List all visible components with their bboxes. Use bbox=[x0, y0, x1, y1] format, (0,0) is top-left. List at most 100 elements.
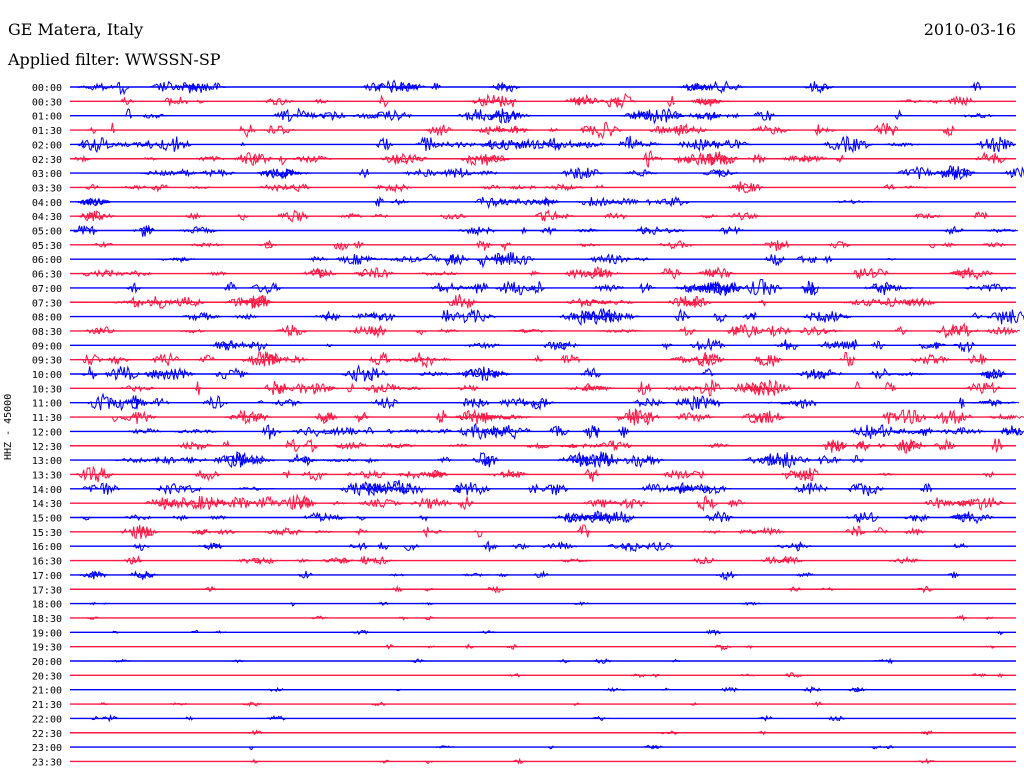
seismic-trace bbox=[81, 364, 1006, 383]
time-tick-label: 17:30 bbox=[32, 585, 62, 596]
seismic-trace bbox=[208, 338, 976, 354]
time-tick-label: 14:00 bbox=[32, 485, 62, 496]
seismic-trace bbox=[92, 239, 1008, 252]
seismic-trace bbox=[84, 181, 928, 194]
time-tick-label: 01:30 bbox=[32, 126, 62, 137]
seismic-trace bbox=[127, 422, 1024, 441]
filter-label: Applied filter: WWSSN-SP bbox=[8, 50, 221, 69]
seismic-trace bbox=[119, 92, 976, 110]
seismic-trace bbox=[124, 278, 1014, 297]
seismic-trace bbox=[144, 493, 1006, 512]
seismic-trace bbox=[86, 121, 957, 140]
time-tick-label: 12:30 bbox=[32, 442, 62, 453]
time-tick-label: 02:30 bbox=[32, 155, 62, 166]
seismic-trace bbox=[248, 729, 935, 736]
time-tick-label: 04:30 bbox=[32, 212, 62, 223]
seismic-trace bbox=[90, 713, 847, 723]
time-tick-label: 15:30 bbox=[32, 528, 62, 539]
seismic-trace bbox=[247, 744, 894, 751]
seismic-trace bbox=[83, 322, 1021, 339]
time-tick-label: 08:00 bbox=[32, 313, 62, 324]
seismic-trace bbox=[119, 524, 927, 540]
time-tick-label: 14:30 bbox=[32, 499, 62, 510]
time-tick-label: 07:30 bbox=[32, 298, 62, 309]
seismic-trace bbox=[108, 294, 937, 309]
time-tick-label: 12:00 bbox=[32, 427, 62, 438]
time-tick-label: 10:00 bbox=[32, 370, 62, 381]
seismic-trace bbox=[124, 107, 996, 125]
time-tick-label: 09:00 bbox=[32, 341, 62, 352]
time-tick-label: 03:30 bbox=[32, 183, 62, 194]
seismic-trace bbox=[250, 757, 936, 765]
seismic-trace bbox=[506, 671, 1004, 679]
time-tick-label: 22:30 bbox=[32, 729, 62, 740]
seismic-trace bbox=[77, 135, 1015, 154]
seismic-trace bbox=[85, 614, 994, 622]
time-tick-label: 19:30 bbox=[32, 643, 62, 654]
time-tick-label: 16:00 bbox=[32, 542, 62, 553]
seismic-trace bbox=[76, 79, 982, 96]
time-tick-label: 11:00 bbox=[32, 399, 62, 410]
seismic-trace bbox=[204, 584, 936, 594]
time-tick-label: 06:30 bbox=[32, 270, 62, 281]
time-tick-label: 08:30 bbox=[32, 327, 62, 338]
time-tick-label: 20:30 bbox=[32, 671, 62, 682]
time-tick-label: 16:30 bbox=[32, 557, 62, 568]
seismic-trace bbox=[176, 438, 1003, 455]
time-tick-label: 05:00 bbox=[32, 227, 62, 238]
seismic-trace bbox=[79, 570, 960, 582]
seismic-trace bbox=[110, 629, 1004, 637]
time-tick-label: 00:30 bbox=[32, 97, 62, 108]
seismic-trace bbox=[111, 451, 865, 469]
seismic-trace bbox=[384, 643, 995, 652]
station-title: GE Matera, Italy bbox=[8, 20, 144, 39]
time-tick-label: 22:00 bbox=[32, 714, 62, 725]
time-tick-label: 13:00 bbox=[32, 456, 62, 467]
time-tick-label: 11:30 bbox=[32, 413, 62, 424]
time-tick-label: 15:00 bbox=[32, 514, 62, 525]
date-label: 2010-03-16 bbox=[923, 20, 1016, 39]
seismic-trace bbox=[111, 407, 1024, 426]
time-tick-label: 19:00 bbox=[32, 628, 62, 639]
time-tick-label: 00:00 bbox=[32, 83, 62, 94]
time-tick-label: 21:30 bbox=[32, 700, 62, 711]
seismic-trace bbox=[87, 392, 1020, 412]
time-tick-label: 18:30 bbox=[32, 614, 62, 625]
seismic-trace bbox=[123, 555, 922, 566]
seismic-trace bbox=[79, 510, 994, 525]
time-tick-label: 07:00 bbox=[32, 284, 62, 295]
time-tick-label: 04:00 bbox=[32, 198, 62, 209]
time-tick-label: 18:00 bbox=[32, 600, 62, 611]
seismic-trace bbox=[75, 465, 995, 483]
time-tick-label: 03:00 bbox=[32, 169, 62, 180]
seismic-trace bbox=[71, 149, 1008, 168]
seismic-trace bbox=[74, 195, 873, 210]
seismic-trace bbox=[79, 351, 988, 369]
seismic-trace bbox=[156, 251, 897, 269]
seismic-trace bbox=[181, 307, 1024, 326]
seismic-trace bbox=[81, 479, 933, 497]
time-tick-label: 23:30 bbox=[32, 757, 62, 768]
seismic-trace bbox=[115, 379, 1002, 397]
seismic-trace bbox=[99, 701, 825, 708]
time-tick-label: 13:30 bbox=[32, 470, 62, 481]
time-tick-label: 23:00 bbox=[32, 743, 62, 754]
time-tick-label: 09:30 bbox=[32, 356, 62, 367]
seismic-trace bbox=[79, 266, 994, 281]
time-tick-label: 21:00 bbox=[32, 686, 62, 697]
time-tick-label: 17:00 bbox=[32, 571, 62, 582]
time-tick-label: 10:30 bbox=[32, 384, 62, 395]
seismic-trace bbox=[132, 540, 970, 553]
time-tick-label: 05:30 bbox=[32, 241, 62, 252]
seismic-trace bbox=[88, 601, 762, 607]
seismic-trace bbox=[73, 224, 1018, 237]
seismic-trace bbox=[77, 209, 989, 223]
seismic-trace bbox=[109, 657, 894, 665]
time-tick-label: 20:00 bbox=[32, 657, 62, 668]
seismic-trace bbox=[139, 165, 1024, 181]
time-tick-label: 02:00 bbox=[32, 140, 62, 151]
time-tick-label: 01:00 bbox=[32, 112, 62, 123]
seismic-trace bbox=[266, 686, 868, 694]
time-tick-label: 06:00 bbox=[32, 255, 62, 266]
